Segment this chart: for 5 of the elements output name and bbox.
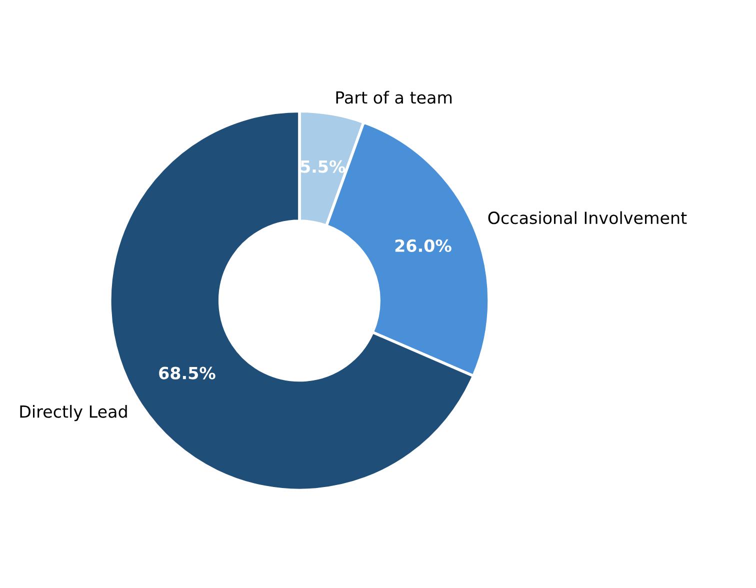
data-label: 26.0% xyxy=(395,239,452,252)
slice-label: Occasional Involvement xyxy=(488,211,687,224)
slice-label: Directly Lead xyxy=(20,404,127,422)
data-label: 68.5% xyxy=(159,366,216,380)
slice-label: Part of a team xyxy=(336,90,452,104)
